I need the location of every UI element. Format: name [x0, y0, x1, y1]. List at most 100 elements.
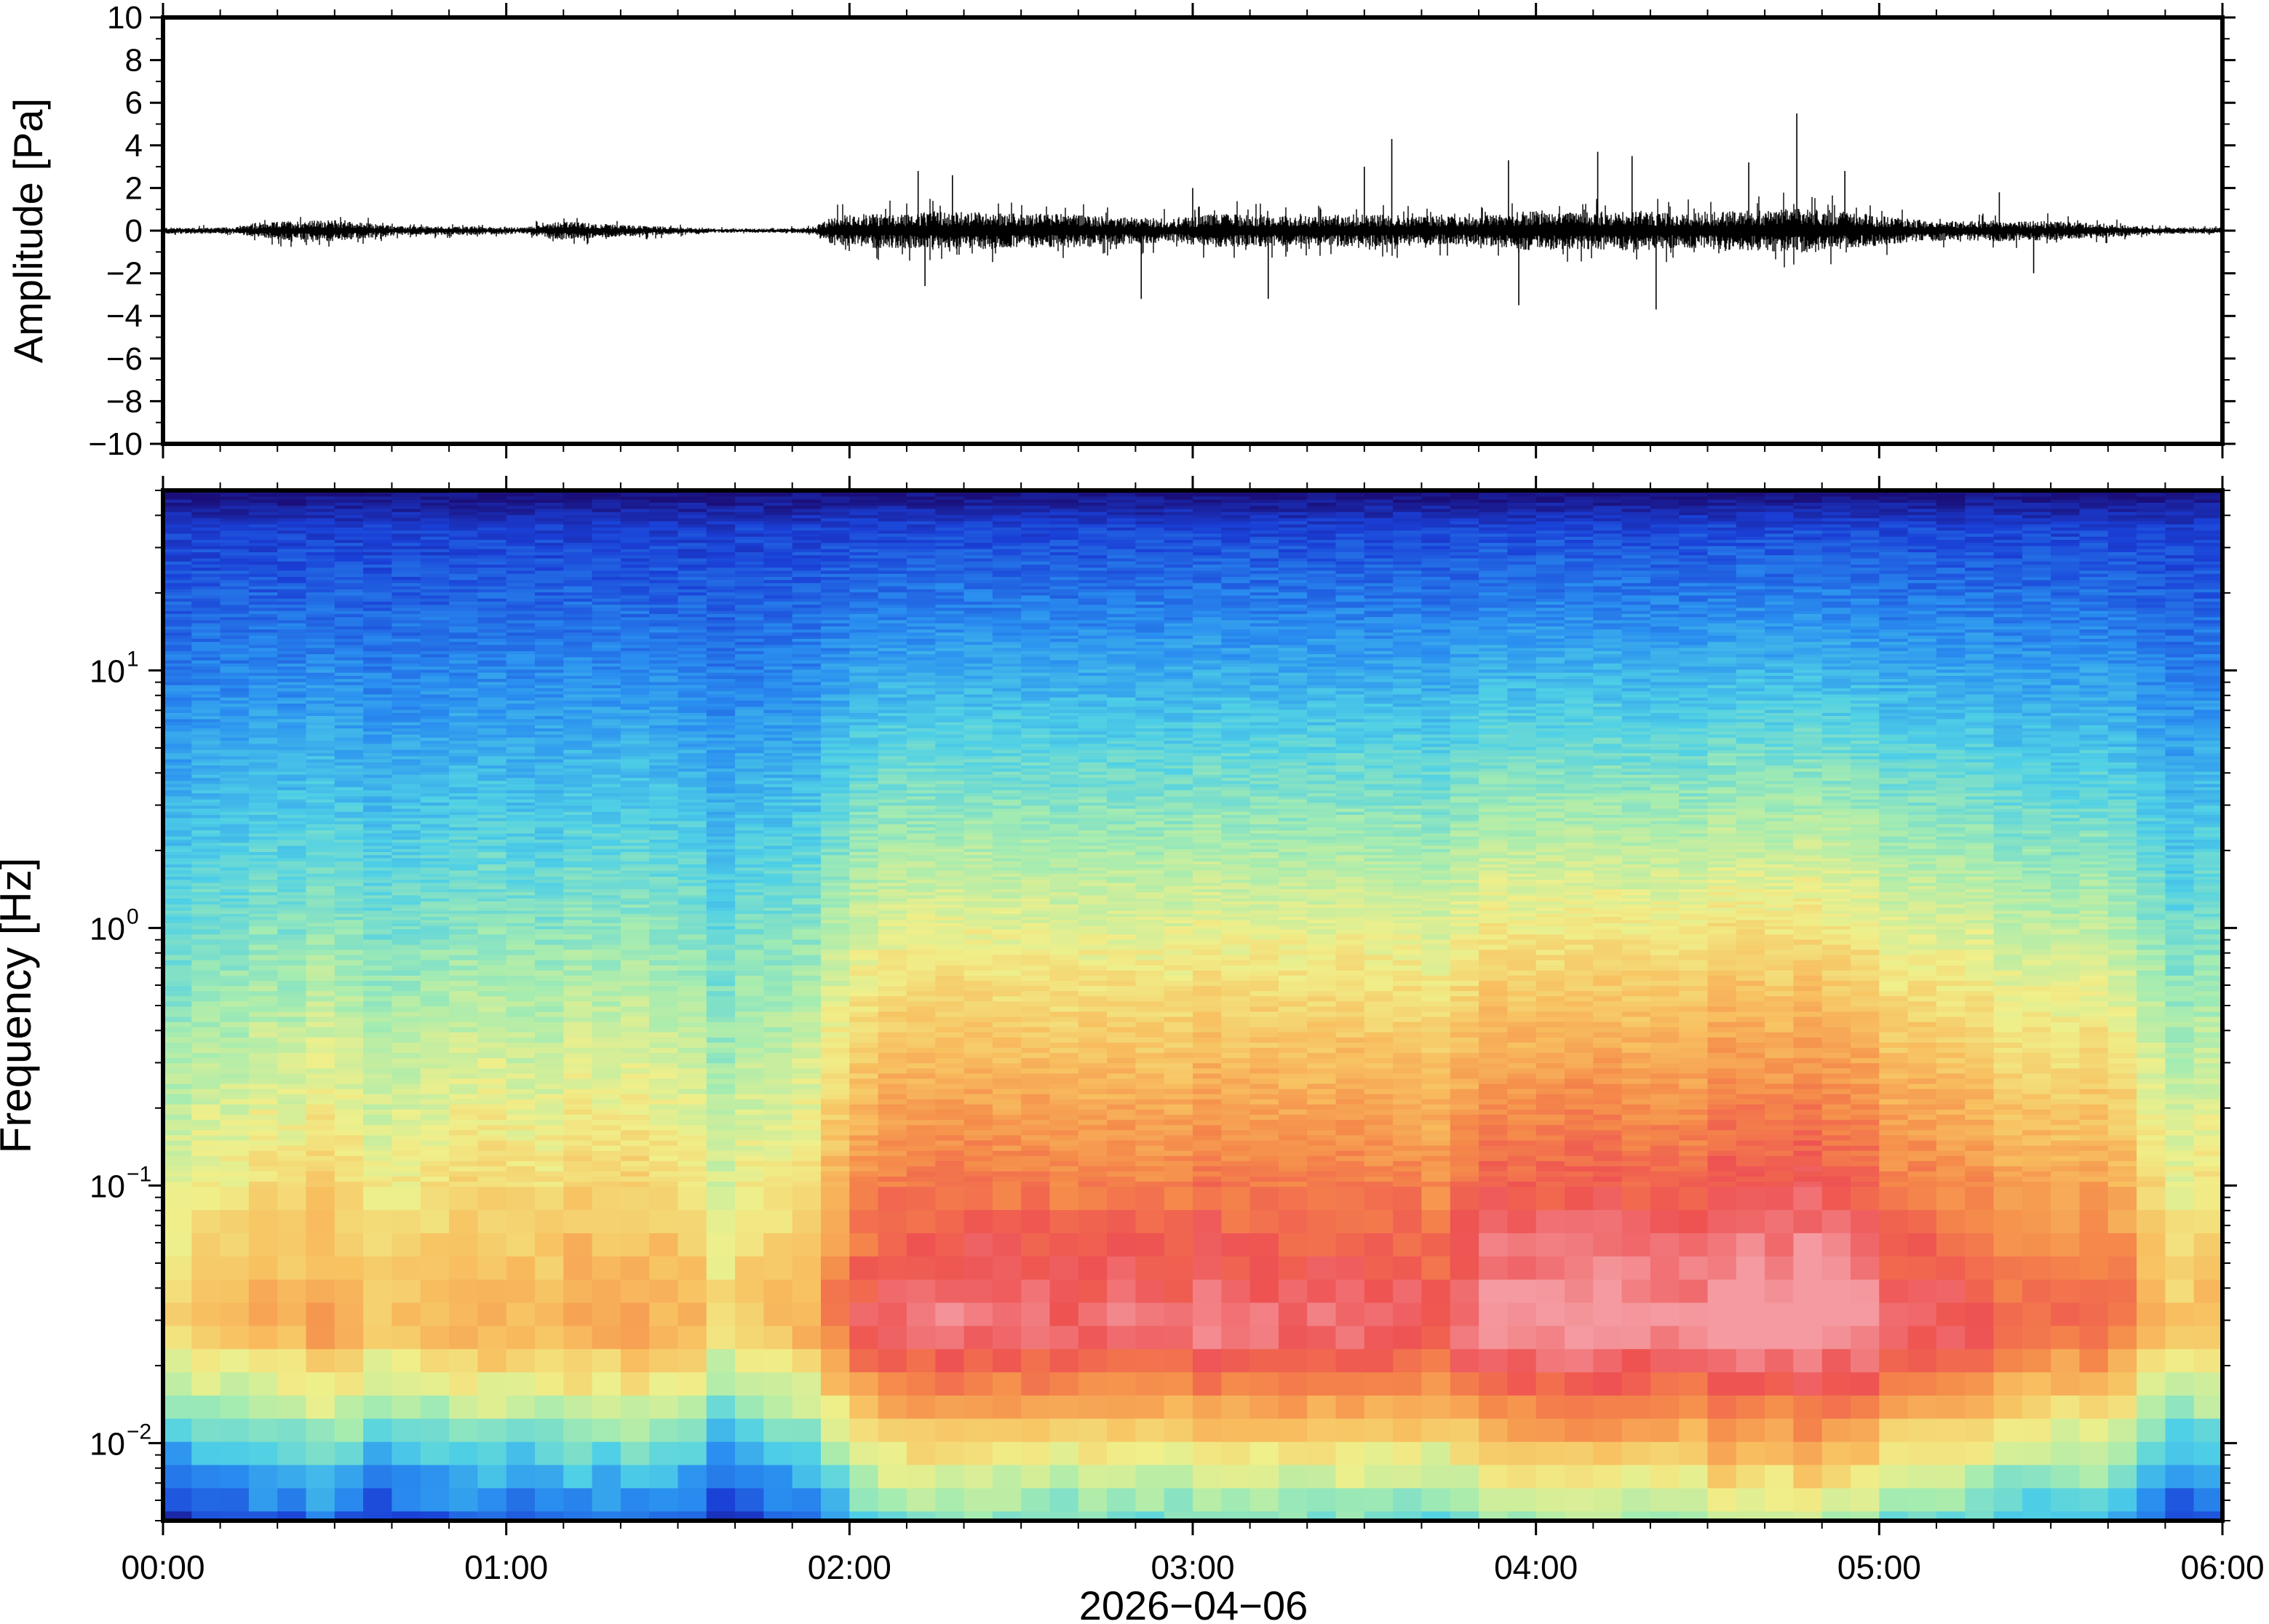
spectrogram-cell [191, 790, 221, 795]
spectrogram-cell [763, 672, 793, 677]
spectrogram-cell [277, 805, 307, 810]
spectrogram-cell [220, 1130, 250, 1137]
spectrogram-cell [592, 833, 621, 837]
spectrogram-cell [763, 833, 793, 837]
spectrogram-cell [677, 1349, 707, 1373]
spectrogram-cell [763, 565, 793, 568]
spectrogram-cell [677, 1011, 707, 1018]
spectrogram-cell [735, 975, 765, 982]
spectrogram-cell [706, 892, 736, 896]
spectrogram-cell [535, 864, 565, 868]
spectrogram-cell [506, 787, 536, 791]
spectrogram-cell [735, 595, 765, 600]
spectrogram-cell [334, 781, 364, 785]
spectrogram-cell [277, 1104, 307, 1110]
spectrogram-cell [677, 518, 707, 522]
spectrogram-cell [163, 756, 193, 760]
spectrogram-cell [649, 552, 679, 556]
spectrogram-cell [363, 528, 393, 531]
spectrogram-cell [563, 861, 593, 865]
spectrogram-cell [677, 1418, 707, 1443]
spectrogram-cell [506, 1396, 536, 1420]
spectrogram-cell [735, 709, 765, 714]
spectrogram-cell [220, 944, 250, 951]
spectrogram-cell [334, 719, 364, 723]
spectrogram-cell [392, 907, 421, 912]
spectrogram-cell [620, 1043, 650, 1048]
spectrogram-cell [334, 605, 364, 609]
spectrogram-cell [821, 592, 851, 597]
spectrogram-cell [163, 768, 193, 773]
spectrogram-cell [535, 1048, 565, 1054]
spectrogram-cell [220, 610, 250, 615]
spectrogram-cell [506, 904, 536, 909]
spectrogram-cell [535, 650, 565, 655]
spectrogram-cell [449, 917, 479, 921]
spectrogram-cell [306, 1011, 335, 1018]
spectrogram-cell [535, 827, 565, 831]
spectrogram-cell [163, 1043, 193, 1048]
spectrogram-cell [706, 845, 736, 850]
spectrogram-cell [592, 1094, 621, 1100]
spectrogram-cell [763, 793, 793, 797]
spectrogram-cell [592, 880, 621, 884]
spectrogram-cell [706, 506, 736, 510]
spectrogram-cell [420, 694, 450, 698]
spectrogram-cell [563, 781, 593, 785]
spectrogram-cell [506, 917, 536, 921]
spectrogram-cell [506, 815, 536, 819]
spectrogram-cell [420, 682, 450, 686]
spectrogram-cell [220, 1187, 250, 1211]
spectrogram-cell [334, 568, 364, 572]
spectrogram-cell [191, 499, 221, 503]
spectrogram-cell [191, 818, 221, 822]
spectrogram-cell [334, 654, 364, 658]
spectrogram-cell [420, 592, 450, 597]
spectrogram-cell [449, 1068, 479, 1075]
spectrogram-cell [735, 648, 765, 652]
spectrogram-cell [592, 583, 621, 587]
spectrogram-cell [191, 970, 221, 976]
spectrogram-cell [563, 901, 593, 905]
spectrogram-cell [392, 586, 421, 590]
spectrogram-cell [477, 598, 507, 602]
spectrogram-cell [763, 1372, 793, 1396]
spectrogram-cell [420, 549, 450, 553]
spectrogram-cell [649, 660, 679, 664]
spectrogram-cell [477, 499, 507, 503]
spectrogram-cell [506, 830, 536, 835]
spectrogram-cell [191, 675, 221, 680]
spectrogram-cell [506, 530, 536, 535]
spectrogram-cell [763, 765, 793, 770]
spectrogram-cell [735, 635, 765, 640]
spectrogram-cell [334, 1063, 364, 1070]
spectrogram-cell [677, 991, 707, 998]
spectrogram-cell [506, 712, 536, 717]
spectrogram-cell [763, 910, 793, 915]
spectrogram-cell [792, 629, 822, 634]
spectrogram-cell [163, 601, 193, 605]
spectrogram-cell [277, 1001, 307, 1008]
spectrogram-cell [592, 1099, 621, 1105]
spectrogram-cell [477, 675, 507, 680]
spectrogram-cell [592, 1001, 621, 1008]
spectrogram-cell [449, 858, 479, 862]
spectrogram-cell [563, 719, 593, 723]
spectrogram-cell [248, 824, 278, 828]
spectrogram-cell [306, 910, 335, 915]
spectrogram-cell [477, 565, 507, 568]
spectrogram-cell [334, 827, 364, 831]
spectrogram-cell [563, 880, 593, 884]
spectrogram-cell [363, 784, 393, 788]
spectrogram-cell [420, 1011, 450, 1018]
spectrogram-cell [477, 1182, 507, 1187]
spectrogram-cell [163, 950, 193, 956]
spectrogram-cell [592, 737, 621, 741]
spectrogram-cell [792, 1120, 822, 1126]
spectrogram-cell [535, 595, 565, 600]
spectrogram-cell [334, 929, 364, 936]
spectrogram-cell [535, 552, 565, 556]
spectrogram-cell [449, 1279, 479, 1304]
spectrogram-cell [592, 595, 621, 600]
spectrogram-cell [506, 986, 536, 992]
